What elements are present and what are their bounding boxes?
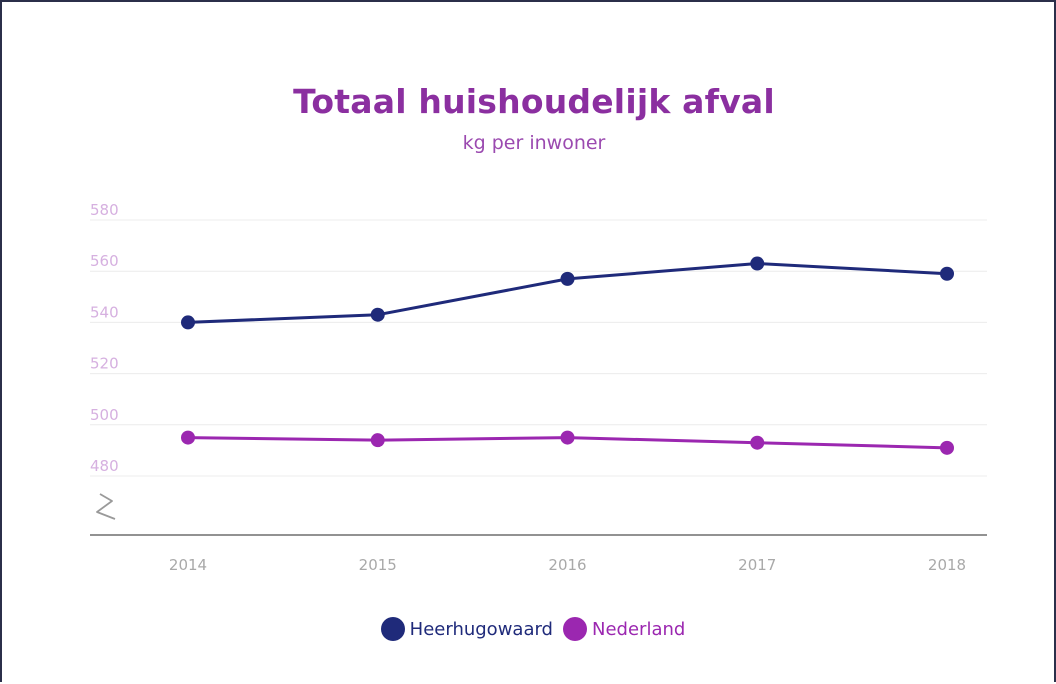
x-tick-label: 2017 [738,556,776,574]
data-point-heerhugowaard [560,271,575,286]
data-point-nederland [940,440,954,455]
data-point-nederland [370,433,385,448]
y-tick-label: 520 [90,355,119,373]
axis-break-icon [96,493,116,520]
data-point-nederland [750,435,765,450]
data-point-heerhugowaard [370,307,385,322]
x-tick-label: 2016 [548,556,586,574]
legend: Heerhugowaard Nederland [2,617,1056,641]
x-tick-label: 2015 [359,556,397,574]
data-point-nederland [560,430,575,445]
y-tick-label: 480 [90,457,119,475]
chart-title: Totaal huishoudelijk afval [293,82,775,121]
y-tick-label: 540 [90,303,119,321]
y-tick-label: 580 [90,201,119,219]
chart-subtitle: kg per inwoner [462,132,606,154]
legend-marker-nederland [563,617,587,641]
x-tick-label: 2018 [928,556,966,574]
data-point-heerhugowaard [750,256,765,271]
legend-marker-heerhugowaard [380,617,405,641]
y-tick-label: 500 [90,406,119,424]
data-point-heerhugowaard [181,315,195,330]
x-tick-label: 2014 [169,556,207,574]
data-point-nederland [181,430,195,445]
legend-item-heerhugowaard[interactable]: Heerhugowaard [380,617,553,641]
legend-label-nederland: Nederland [592,618,686,640]
data-point-heerhugowaard [940,266,954,281]
legend-item-nederland[interactable]: Nederland [563,617,685,641]
y-tick-label: 560 [90,252,119,270]
legend-label-heerhugowaard: Heerhugowaard [409,618,553,640]
